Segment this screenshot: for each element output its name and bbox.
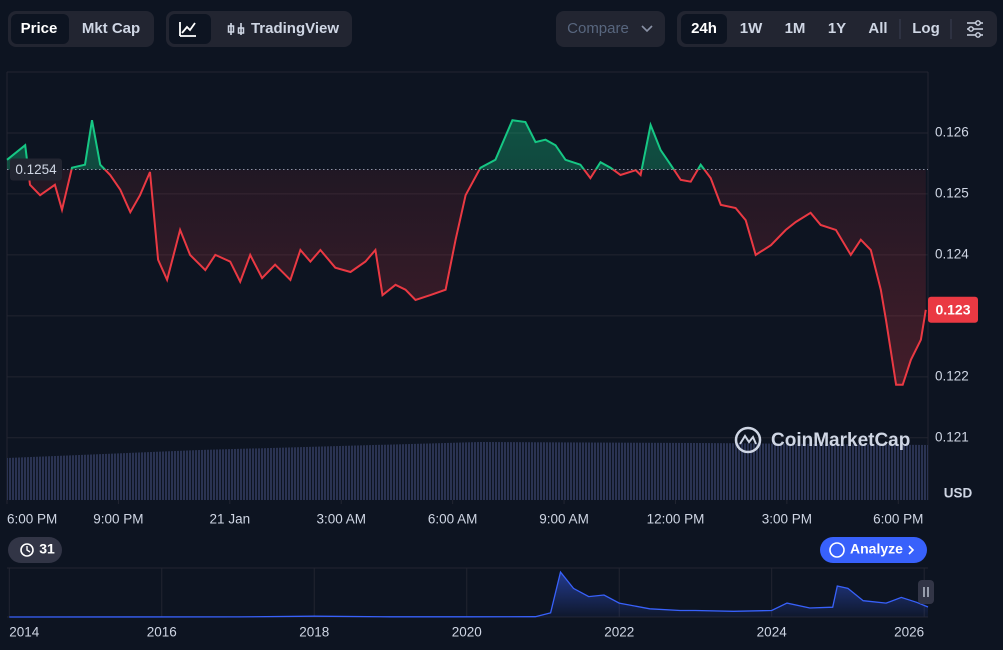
- y-tick-label: 0.124: [935, 246, 969, 261]
- x-tick-label: 6:00 PM: [873, 512, 923, 527]
- range-tab[interactable]: 1M: [785, 20, 806, 37]
- analyze-button[interactable]: [820, 537, 927, 563]
- range-handle: [923, 587, 929, 597]
- y-tick-label: 0.122: [935, 368, 969, 383]
- x-tick-label: 6:00 AM: [428, 512, 478, 527]
- y-tick-label: 0.121: [935, 429, 969, 444]
- x-tick-label: 21 Jan: [210, 512, 251, 527]
- settings-icon: [975, 20, 981, 26]
- x-tick-label: 2014: [9, 625, 40, 640]
- range-tab[interactable]: 1Y: [828, 20, 846, 37]
- candle-icon: [237, 27, 245, 34]
- x-tick-label: 6:00 PM: [7, 512, 57, 527]
- chart-tabs: [166, 11, 352, 47]
- range-tab[interactable]: 24h: [691, 20, 717, 37]
- candle-icon: [227, 25, 235, 33]
- tab-active[interactable]: [681, 14, 727, 44]
- chevron: [908, 545, 915, 555]
- tab[interactable]: TradingView: [251, 20, 339, 37]
- overview-area: [9, 572, 929, 617]
- currency-label: USD: [944, 486, 973, 501]
- y-tick-label: 0.126: [935, 125, 969, 140]
- price-line-down: [27, 169, 927, 386]
- range-tabs: [677, 11, 997, 47]
- reference-label: 0.1254: [15, 162, 57, 177]
- settings-icon: [975, 32, 981, 38]
- history-icon: [26, 546, 31, 553]
- settings-icon: [968, 26, 974, 32]
- area-up: [7, 120, 705, 170]
- alerts-badge[interactable]: [8, 537, 62, 563]
- x-tick-label: 12:00 PM: [647, 512, 705, 527]
- x-tick-label: 9:00 AM: [539, 512, 589, 527]
- x-tick-label: 2026: [894, 625, 924, 640]
- price-tag-label: 0.123: [935, 301, 970, 317]
- alerts-count[interactable]: 31: [39, 541, 55, 557]
- x-tick-label: 2022: [604, 625, 634, 640]
- history-icon: [20, 543, 34, 557]
- x-tick-label: 2016: [147, 625, 177, 640]
- watermark: CoinMarketCap: [734, 426, 910, 454]
- log-button[interactable]: Log: [912, 20, 940, 37]
- reference-tag: [10, 158, 62, 181]
- overview-line: [9, 570, 929, 618]
- compare-label[interactable]: Compare: [567, 20, 629, 37]
- area-down: [7, 169, 926, 385]
- watermark-text: CoinMarketCap: [771, 430, 910, 451]
- range-handle[interactable]: [918, 580, 934, 604]
- compare-button[interactable]: [556, 11, 665, 47]
- chevron: [641, 25, 653, 33]
- y-tick-label: 0.125: [935, 185, 969, 200]
- tab[interactable]: Mkt Cap: [82, 20, 140, 37]
- volume-bars: [7, 442, 928, 500]
- line-icon: [179, 22, 196, 37]
- analyze-label[interactable]: Analyze: [850, 541, 903, 557]
- x-tick-label: 3:00 AM: [316, 512, 366, 527]
- price-tag: [928, 296, 978, 323]
- x-tick-label: 2024: [757, 625, 788, 640]
- x-tick-label: 2018: [299, 625, 329, 640]
- tab-active[interactable]: [11, 14, 69, 44]
- range-tab[interactable]: 1W: [740, 20, 763, 37]
- price-line-up: [6, 119, 706, 170]
- x-tick-label: 2020: [452, 625, 482, 640]
- tab[interactable]: Price: [21, 20, 58, 37]
- range-tab[interactable]: All: [868, 20, 887, 37]
- x-tick-label: 9:00 PM: [93, 512, 143, 527]
- x-tick-label: 3:00 PM: [762, 512, 812, 527]
- analyze-icon: [829, 542, 845, 558]
